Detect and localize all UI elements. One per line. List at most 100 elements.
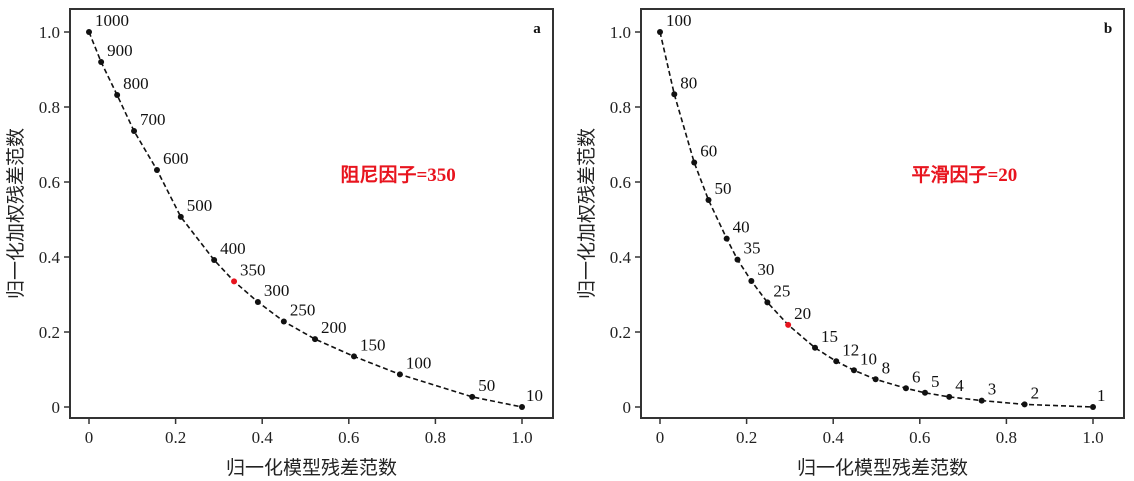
point-label: 8 [882, 358, 891, 377]
point-label: 4 [955, 376, 964, 395]
y-tick-label: 0.4 [39, 248, 61, 267]
y-tick-label: 0.4 [610, 248, 632, 267]
point-label: 12 [842, 340, 859, 359]
point-label: 100 [666, 11, 692, 30]
x-tick-label: 1.0 [511, 428, 532, 447]
point-label: 150 [360, 335, 386, 354]
data-point [921, 389, 928, 396]
data-point [978, 397, 985, 404]
highlight-point [231, 278, 238, 285]
data-point [1021, 401, 1028, 408]
point-label: 250 [290, 301, 316, 320]
data-point [748, 278, 755, 284]
data-point [833, 358, 840, 365]
x-tick-label: 0 [85, 428, 94, 447]
x-axis-title: 归一化模型残差范数 [797, 457, 968, 479]
point-label: 25 [773, 281, 790, 300]
data-point [211, 257, 218, 263]
x-tick-label: 0.6 [909, 428, 930, 447]
data-point [850, 367, 857, 374]
point-label: 400 [220, 239, 246, 258]
point-label: 500 [187, 196, 213, 215]
x-tick-label: 0.8 [996, 428, 1017, 447]
point-label: 100 [406, 353, 432, 372]
point-label: 350 [240, 260, 266, 279]
data-point [946, 393, 953, 400]
y-tick-label: 0 [623, 398, 632, 417]
y-tick-label: 0.8 [39, 98, 60, 117]
point-label: 600 [163, 149, 189, 168]
chart-panel-b: 0 0.2 0.4 0.6 0.8 1.0 0 0.2 0.4 0.6 0.8 1.0 归一化模型残差范… [576, 8, 1125, 479]
point-label: 1000 [95, 11, 129, 30]
data-point [734, 256, 741, 263]
y-tick-label: 0.2 [39, 323, 60, 342]
data-point [396, 371, 403, 378]
plot-frame [69, 8, 554, 419]
data-point [86, 29, 92, 35]
point-label: 50 [714, 179, 731, 198]
point-label: 40 [733, 218, 750, 237]
point-label: 10 [526, 386, 543, 405]
point-label: 30 [757, 260, 774, 279]
point-label: 800 [123, 74, 148, 93]
data-point [764, 299, 771, 306]
plot-frame [640, 8, 1125, 419]
data-point [902, 385, 909, 392]
data-point [153, 167, 160, 173]
y-tick-label: 1.0 [610, 23, 631, 42]
point-label: 6 [912, 367, 921, 386]
panel-label: b [1104, 21, 1112, 37]
point-label: 20 [794, 304, 811, 323]
point-label: 5 [931, 372, 940, 391]
point-label: 10 [860, 349, 877, 368]
chart-panel-a: 0 0.2 0.4 0.6 0.8 1.0 0 0.2 0.4 0.6 0.8 1.0 归一化模型残差范… [5, 8, 554, 479]
x-tick-label: 0.2 [165, 428, 186, 447]
x-tick-label: 0.4 [823, 428, 845, 447]
annotation-label: 阻尼因子=350 [340, 164, 455, 186]
data-point [131, 128, 138, 134]
y-tick-label: 0.6 [610, 173, 631, 192]
point-label: 3 [988, 380, 997, 399]
curve-line [88, 31, 523, 408]
y-axis-title: 归一化加权残差范数 [576, 128, 598, 299]
data-point [671, 91, 678, 98]
point-label: 80 [680, 73, 697, 92]
y-tick-label: 0 [52, 398, 61, 417]
x-tick-label: 0.2 [736, 428, 757, 447]
x-tick-label: 0.8 [425, 428, 446, 447]
data-point [98, 59, 105, 65]
data-point [691, 159, 698, 166]
data-point [114, 92, 121, 98]
x-axis-title: 归一化模型残差范数 [226, 457, 397, 479]
point-label: 1 [1097, 386, 1106, 405]
y-axis-title: 归一化加权残差范数 [5, 128, 27, 299]
point-label: 900 [107, 41, 132, 60]
point-label: 2 [1031, 383, 1040, 402]
point-label: 35 [744, 239, 761, 258]
data-point [657, 29, 663, 35]
panel-label: a [533, 21, 541, 37]
point-label: 60 [700, 142, 717, 161]
data-point [254, 299, 261, 305]
point-label: 700 [140, 110, 166, 129]
x-tick-label: 0.4 [252, 428, 274, 447]
data-point [177, 213, 184, 220]
y-tick-label: 0.8 [610, 98, 631, 117]
annotation-label: 平滑因子=20 [911, 164, 1017, 186]
data-point [705, 197, 712, 203]
data-point [1090, 404, 1096, 410]
y-tick-label: 1.0 [39, 23, 60, 42]
point-label: 15 [821, 327, 838, 346]
data-point [872, 376, 879, 383]
data-point [812, 344, 819, 351]
x-tick-label: 1.0 [1082, 428, 1103, 447]
highlight-point [785, 321, 792, 328]
point-label: 300 [264, 281, 290, 300]
y-tick-label: 0.6 [39, 173, 60, 192]
point-label: 50 [478, 376, 495, 395]
y-tick-label: 0.2 [610, 323, 631, 342]
x-tick-label: 0 [656, 428, 665, 447]
data-point [350, 353, 357, 360]
data-point [723, 235, 730, 242]
